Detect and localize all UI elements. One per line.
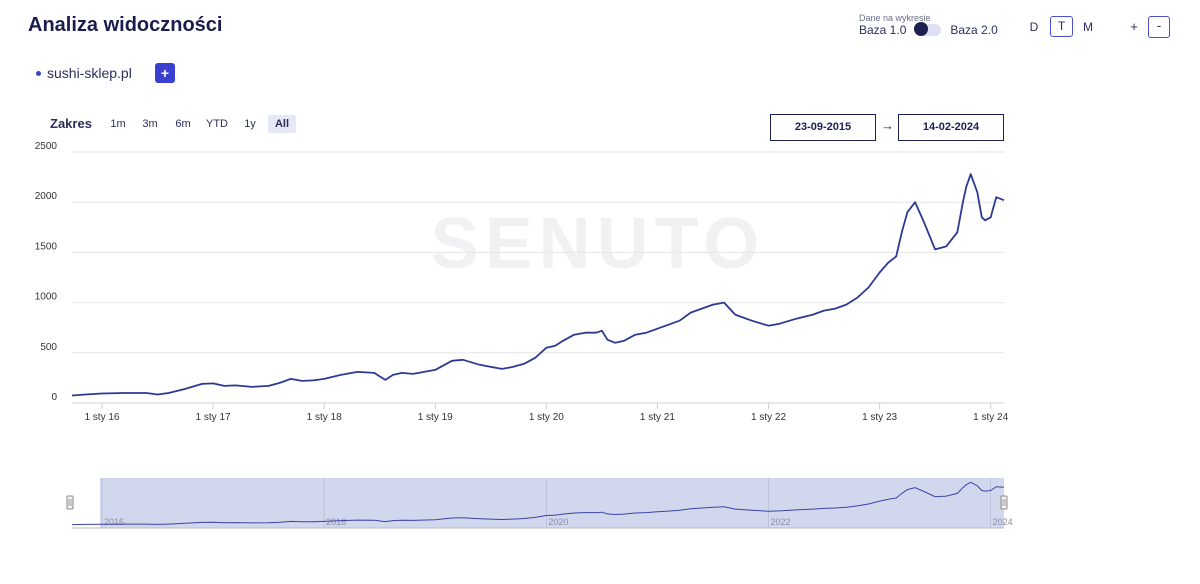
base-2-label: Baza 2.0 [950, 23, 998, 37]
x-tick-label: 1 sty 19 [418, 412, 453, 423]
range-1y-button[interactable]: 1y [244, 118, 256, 130]
date-to-input[interactable] [898, 114, 1004, 141]
period-week-button[interactable]: T [1050, 16, 1073, 37]
base-toggle[interactable] [914, 22, 942, 36]
period-month-button[interactable]: M [1083, 20, 1093, 34]
range-3m-button[interactable]: 3m [142, 118, 158, 130]
x-tick-label: 1 sty 22 [751, 412, 786, 423]
watermark-logo: SENUTO [431, 204, 766, 284]
y-tick-label: 1500 [35, 241, 58, 252]
date-from-input[interactable] [770, 114, 876, 141]
legend-dot-icon [36, 70, 41, 76]
y-tick-label: 0 [51, 392, 57, 403]
navigator-year-label: 2020 [548, 517, 568, 527]
y-tick-label: 500 [40, 342, 57, 353]
navigator-year-label: 2018 [326, 517, 346, 527]
domain-legend-item[interactable]: sushi-sklep.pl [36, 65, 132, 81]
navigator-year-label: 2016 [104, 517, 124, 527]
navigator-series-line [71, 481, 1005, 526]
navigator-year-label: 2024 [993, 517, 1013, 527]
x-tick-label: 1 sty 17 [196, 412, 231, 423]
x-tick-label: 1 sty 18 [307, 412, 342, 423]
x-tick-label: 1 sty 20 [529, 412, 564, 423]
y-tick-label: 2000 [35, 191, 58, 202]
series-line [71, 173, 1005, 397]
add-domain-button[interactable]: + [155, 63, 175, 83]
y-tick-label: 1000 [35, 292, 58, 303]
navigator-year-label: 2022 [771, 517, 791, 527]
range-label: Zakres [50, 116, 92, 131]
base-switch-row: Baza 1.0 Baza 2.0 [859, 22, 998, 37]
period-day-button[interactable]: D [1029, 20, 1039, 34]
x-tick-label: 1 sty 24 [973, 412, 1008, 423]
x-tick-label: 1 sty 23 [862, 412, 897, 423]
base-caption: Dane na wykresie [859, 13, 931, 23]
navigator-left-handle[interactable] [66, 495, 74, 510]
range-1m-button[interactable]: 1m [110, 118, 126, 130]
x-tick-label: 1 sty 21 [640, 412, 675, 423]
zoom-out-button[interactable]: - [1148, 16, 1170, 38]
date-arrow-icon: → [881, 118, 894, 133]
range-ytd-button[interactable]: YTD [206, 118, 228, 130]
base-1-label: Baza 1.0 [859, 23, 907, 37]
x-tick-label: 1 sty 16 [84, 412, 119, 423]
toggle-knob [914, 22, 929, 36]
navigator-right-handle[interactable] [1000, 495, 1008, 510]
range-all-button[interactable]: All [268, 115, 296, 133]
range-6m-button[interactable]: 6m [175, 118, 191, 130]
domain-label: sushi-sklep.pl [47, 65, 132, 81]
y-tick-label: 2500 [35, 141, 58, 152]
zoom-in-button[interactable]: + [1130, 19, 1138, 34]
page-title: Analiza widoczności [28, 14, 223, 36]
navigator-selection [100, 478, 1004, 528]
